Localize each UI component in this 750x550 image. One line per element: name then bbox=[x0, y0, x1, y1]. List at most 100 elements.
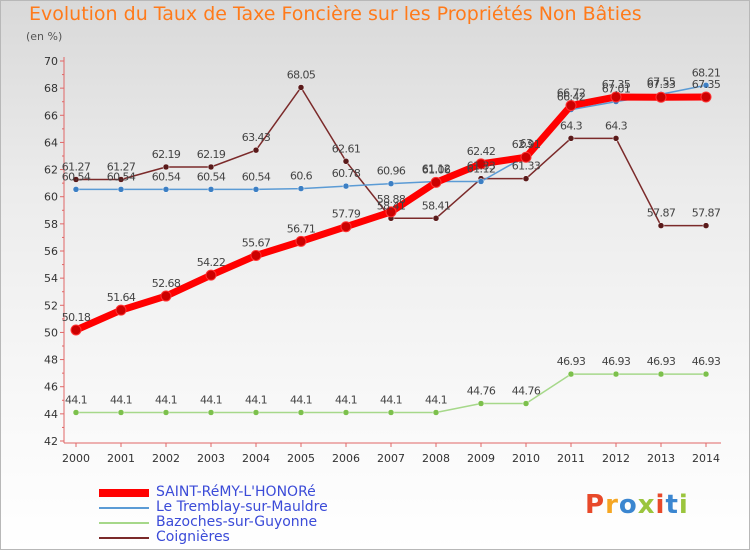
data-label: 46.93 bbox=[647, 355, 676, 368]
data-point bbox=[207, 186, 215, 193]
data-point bbox=[297, 185, 305, 192]
data-point bbox=[72, 409, 80, 416]
x-tick-label: 2005 bbox=[287, 452, 315, 465]
data-label: 46.93 bbox=[602, 355, 631, 368]
data-point bbox=[702, 370, 710, 378]
data-label: 46.93 bbox=[692, 355, 721, 368]
data-label: 57.79 bbox=[332, 208, 361, 221]
data-label: 62.61 bbox=[332, 142, 361, 155]
legend-item: Coignières bbox=[99, 530, 328, 545]
data-label: 46.93 bbox=[557, 355, 586, 368]
x-tick-label: 2002 bbox=[152, 452, 180, 465]
data-label: 61.27 bbox=[62, 160, 91, 173]
data-label: 67.55 bbox=[647, 75, 676, 88]
data-point bbox=[162, 409, 170, 416]
x-tick-label: 2012 bbox=[602, 452, 630, 465]
data-label: 60.78 bbox=[332, 167, 361, 180]
legend-label: SAINT-RéMY-L'HONORé bbox=[156, 484, 316, 500]
data-point bbox=[610, 91, 622, 103]
data-point bbox=[72, 186, 80, 193]
data-point bbox=[297, 84, 305, 91]
data-point bbox=[387, 180, 395, 187]
data-point bbox=[297, 409, 305, 416]
logo-letter: t bbox=[665, 490, 679, 520]
x-tick-label: 2009 bbox=[467, 452, 495, 465]
data-label: 61.27 bbox=[107, 160, 136, 173]
legend-label: Bazoches-sur-Guyonne bbox=[156, 514, 318, 530]
data-label: 44.76 bbox=[467, 385, 496, 398]
data-label: 60.54 bbox=[107, 170, 136, 183]
data-point bbox=[477, 400, 485, 407]
data-point bbox=[432, 409, 440, 416]
data-label: 67.35 bbox=[602, 78, 631, 91]
data-label: 61.12 bbox=[467, 163, 496, 176]
data-point bbox=[117, 409, 125, 416]
data-label: 68.05 bbox=[287, 68, 316, 81]
data-point bbox=[655, 91, 667, 103]
data-label: 60.96 bbox=[377, 165, 406, 178]
proxiti-logo: Proxiti bbox=[585, 490, 689, 520]
legend-item: Bazoches-sur-Guyonne bbox=[99, 515, 328, 530]
x-tick-label: 2006 bbox=[332, 452, 360, 465]
data-label: 44.1 bbox=[155, 394, 177, 407]
logo-letter: x bbox=[637, 490, 656, 520]
chart-title: Evolution du Taux de Taxe Foncière sur l… bbox=[29, 3, 642, 25]
data-label: 62.42 bbox=[467, 145, 496, 158]
y-tick-label: 50 bbox=[44, 326, 58, 339]
data-label: 44.1 bbox=[65, 394, 87, 407]
y-tick-label: 54 bbox=[44, 272, 58, 285]
y-tick-label: 66 bbox=[44, 109, 58, 122]
data-point bbox=[520, 151, 532, 163]
legend-swatch bbox=[99, 521, 149, 524]
data-label: 44.1 bbox=[200, 394, 222, 407]
data-point bbox=[432, 215, 440, 222]
data-label: 44.1 bbox=[245, 394, 267, 407]
data-label: 60.54 bbox=[242, 170, 271, 183]
data-label: 44.1 bbox=[380, 394, 402, 407]
x-tick-label: 2008 bbox=[422, 452, 450, 465]
legend-label: Le Tremblay-sur-Mauldre bbox=[156, 499, 328, 515]
data-point bbox=[250, 249, 262, 261]
data-point bbox=[162, 163, 170, 171]
legend-swatch bbox=[99, 506, 149, 509]
data-label: 63 bbox=[520, 137, 533, 150]
data-point bbox=[567, 370, 575, 378]
x-tick-label: 2014 bbox=[692, 452, 720, 465]
data-label: 55.67 bbox=[242, 236, 271, 249]
data-label: 44.1 bbox=[335, 394, 357, 407]
data-label: 61.33 bbox=[512, 160, 541, 173]
data-point bbox=[567, 135, 575, 142]
data-point bbox=[342, 409, 350, 416]
data-label: 44.1 bbox=[425, 394, 447, 407]
data-point bbox=[475, 158, 487, 170]
x-tick-label: 2011 bbox=[557, 452, 585, 465]
data-point bbox=[565, 100, 577, 112]
y-tick-label: 60 bbox=[44, 191, 58, 204]
logo-letter: P bbox=[585, 490, 606, 520]
data-label: 60.54 bbox=[197, 170, 226, 183]
data-point bbox=[342, 158, 350, 165]
data-label: 68.21 bbox=[692, 66, 721, 79]
data-point bbox=[700, 91, 712, 103]
x-tick-label: 2010 bbox=[512, 452, 540, 465]
x-tick-label: 2003 bbox=[197, 452, 225, 465]
legend-label: Coignières bbox=[156, 529, 230, 545]
logo-letter: i bbox=[655, 490, 666, 520]
data-point bbox=[252, 146, 260, 154]
data-point bbox=[657, 370, 665, 378]
data-label: 63.43 bbox=[242, 131, 271, 144]
data-label: 52.68 bbox=[152, 277, 181, 290]
data-label: 44.76 bbox=[512, 385, 541, 398]
data-label: 67.35 bbox=[692, 78, 721, 91]
logo-letter: i bbox=[678, 490, 689, 520]
data-point bbox=[205, 269, 217, 281]
data-label: 58.41 bbox=[377, 199, 406, 212]
data-point bbox=[207, 163, 215, 171]
data-label: 60.54 bbox=[152, 170, 181, 183]
y-tick-label: 52 bbox=[44, 299, 58, 312]
data-point bbox=[340, 221, 352, 233]
data-point bbox=[117, 176, 125, 183]
y-tick-label: 70 bbox=[44, 55, 58, 68]
data-point bbox=[385, 206, 397, 218]
